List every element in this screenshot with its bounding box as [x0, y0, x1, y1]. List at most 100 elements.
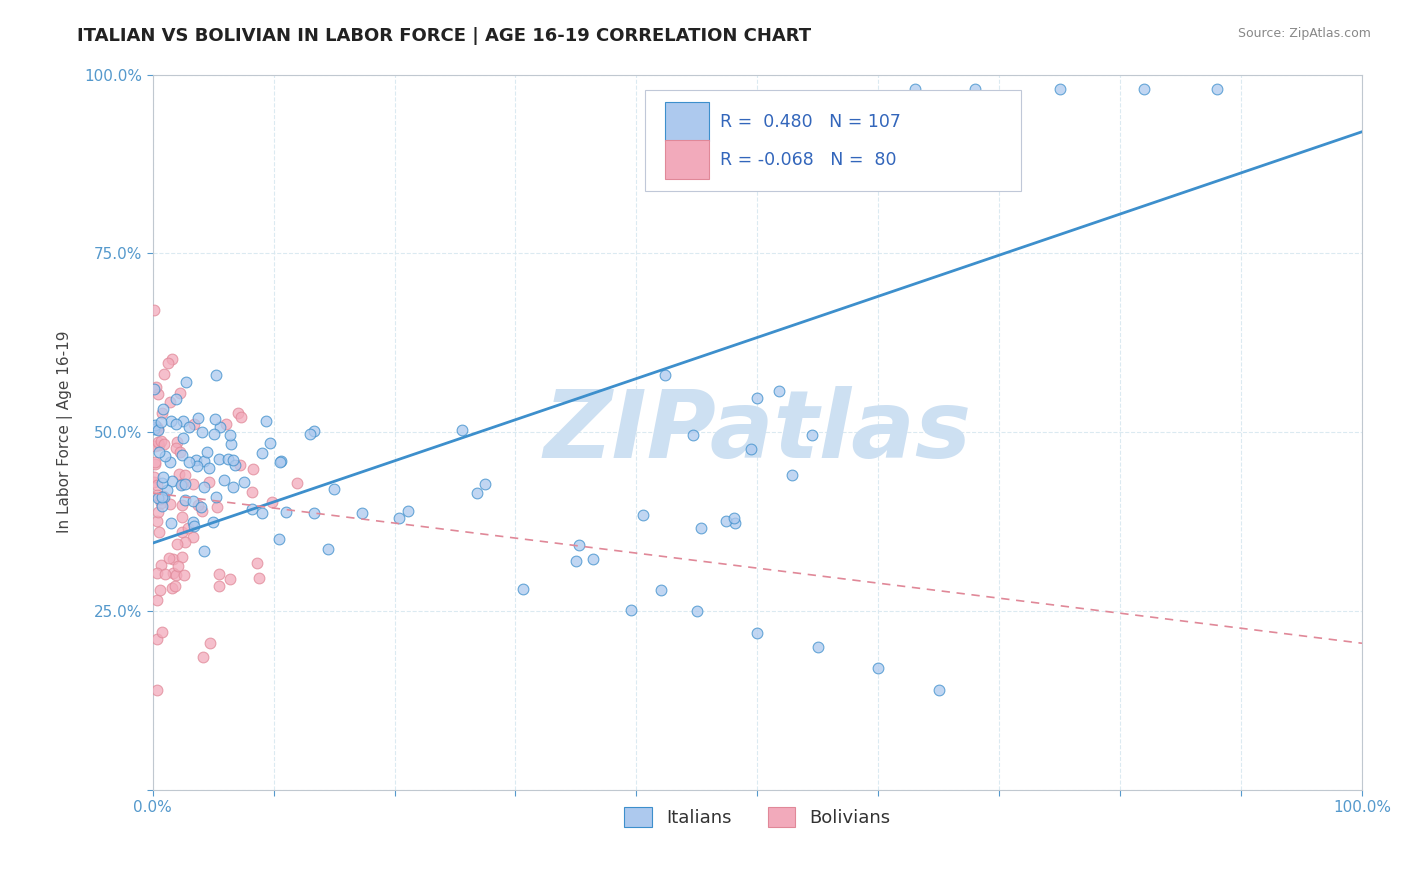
FancyBboxPatch shape: [665, 103, 709, 141]
Point: [229, 458, 252, 473]
Point: [142, 475, 165, 490]
Point: [224, 458, 246, 473]
Point: [177, 520, 200, 534]
Point: [142, 420, 165, 434]
Point: [208, 566, 231, 581]
Point: [201, 516, 224, 530]
FancyBboxPatch shape: [665, 140, 709, 179]
Point: [285, 475, 308, 490]
Point: [193, 544, 215, 558]
Point: [142, 382, 165, 396]
Point: [174, 535, 197, 549]
Point: [568, 538, 591, 552]
Point: [170, 476, 193, 491]
Point: [152, 401, 174, 416]
Point: [269, 455, 291, 469]
FancyBboxPatch shape: [645, 90, 1021, 191]
Text: R = -0.068   N =  80: R = -0.068 N = 80: [720, 151, 897, 169]
Point: [153, 367, 176, 381]
Point: [143, 457, 166, 471]
Point: [183, 417, 205, 432]
Point: [165, 392, 187, 406]
Point: [187, 498, 209, 512]
Point: [222, 452, 245, 467]
Point: [193, 454, 215, 468]
Point: [150, 475, 173, 490]
Point: [169, 467, 191, 482]
Point: [1049, 82, 1071, 96]
Point: [165, 417, 187, 432]
Point: [165, 441, 187, 455]
Point: [650, 582, 672, 597]
Point: [162, 582, 184, 596]
Point: [186, 458, 208, 473]
Point: [143, 302, 166, 317]
Point: [149, 415, 172, 429]
Point: [187, 410, 209, 425]
Point: [145, 488, 167, 502]
Point: [250, 506, 273, 520]
Point: [208, 420, 231, 434]
Point: [928, 682, 950, 697]
Point: [240, 485, 263, 500]
Point: [212, 473, 235, 487]
Text: ZIPatlas: ZIPatlas: [543, 386, 972, 478]
Point: [156, 483, 179, 498]
Point: [259, 435, 281, 450]
Point: [198, 475, 221, 490]
Point: [745, 391, 768, 405]
Point: [149, 495, 172, 509]
Point: [195, 445, 218, 459]
Point: [270, 454, 292, 468]
Point: [173, 567, 195, 582]
Point: [302, 424, 325, 438]
Point: [352, 506, 374, 520]
Y-axis label: In Labor Force | Age 16-19: In Labor Force | Age 16-19: [58, 331, 73, 533]
Point: [316, 542, 339, 557]
Point: [149, 583, 172, 598]
Point: [240, 501, 263, 516]
Point: [582, 552, 605, 566]
Point: [247, 570, 270, 584]
Point: [174, 477, 197, 491]
Point: [465, 486, 488, 500]
Point: [181, 477, 204, 491]
Point: [246, 556, 269, 570]
Point: [250, 446, 273, 460]
Point: [146, 491, 169, 506]
Point: [146, 423, 169, 437]
Point: [690, 521, 713, 535]
Point: [159, 455, 181, 469]
Point: [274, 505, 297, 519]
Point: [170, 478, 193, 492]
Point: [143, 439, 166, 453]
Point: [388, 511, 411, 525]
Point: [219, 427, 242, 442]
Point: [166, 435, 188, 450]
Point: [162, 566, 184, 580]
Text: ITALIAN VS BOLIVIAN IN LABOR FORCE | AGE 16-19 CORRELATION CHART: ITALIAN VS BOLIVIAN IN LABOR FORCE | AGE…: [77, 27, 811, 45]
Point: [191, 504, 214, 518]
Point: [146, 505, 169, 519]
Point: [193, 480, 215, 494]
Text: Source: ZipAtlas.com: Source: ZipAtlas.com: [1237, 27, 1371, 40]
Point: [149, 491, 172, 506]
Point: [183, 494, 205, 508]
Point: [204, 411, 226, 425]
Point: [143, 455, 166, 469]
Point: [169, 386, 191, 401]
Point: [150, 434, 173, 448]
Point: [686, 604, 709, 618]
Point: [205, 490, 228, 504]
Point: [654, 368, 676, 382]
Point: [148, 438, 170, 452]
Point: [150, 500, 173, 514]
Point: [903, 82, 925, 96]
Point: [166, 559, 188, 574]
Point: [208, 451, 231, 466]
Point: [153, 449, 176, 463]
Text: R =  0.480   N = 107: R = 0.480 N = 107: [720, 112, 901, 131]
Point: [165, 579, 187, 593]
Point: [153, 436, 176, 450]
Point: [323, 483, 346, 497]
